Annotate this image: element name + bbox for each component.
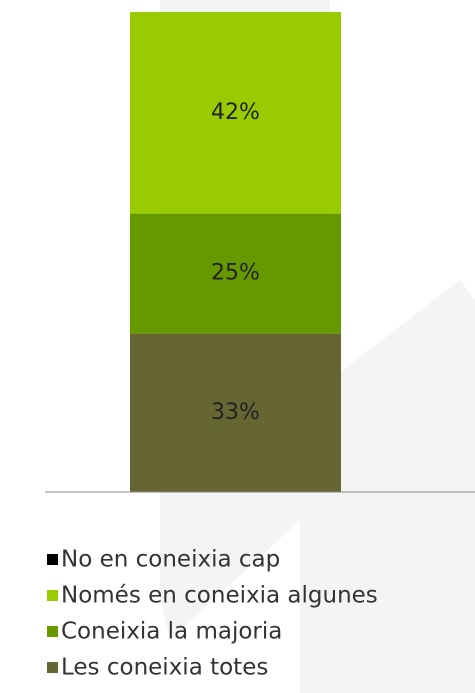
legend-swatch	[47, 554, 58, 565]
legend-swatch	[47, 662, 58, 673]
bar-segment	[130, 333, 341, 492]
legend-swatch	[47, 626, 58, 637]
bar-segment	[130, 12, 341, 214]
data-label: 42%	[211, 100, 260, 125]
legend-swatch	[47, 590, 58, 601]
legend-label: Coneixia la majoria	[61, 619, 282, 645]
legend-label: Només en coneixia algunes	[61, 583, 378, 609]
legend-label: Les coneixia totes	[61, 655, 268, 681]
legend-label: No en coneixia cap	[61, 547, 280, 573]
bar-segment	[130, 213, 341, 334]
data-label: 33%	[211, 400, 260, 425]
data-label: 25%	[211, 261, 260, 286]
